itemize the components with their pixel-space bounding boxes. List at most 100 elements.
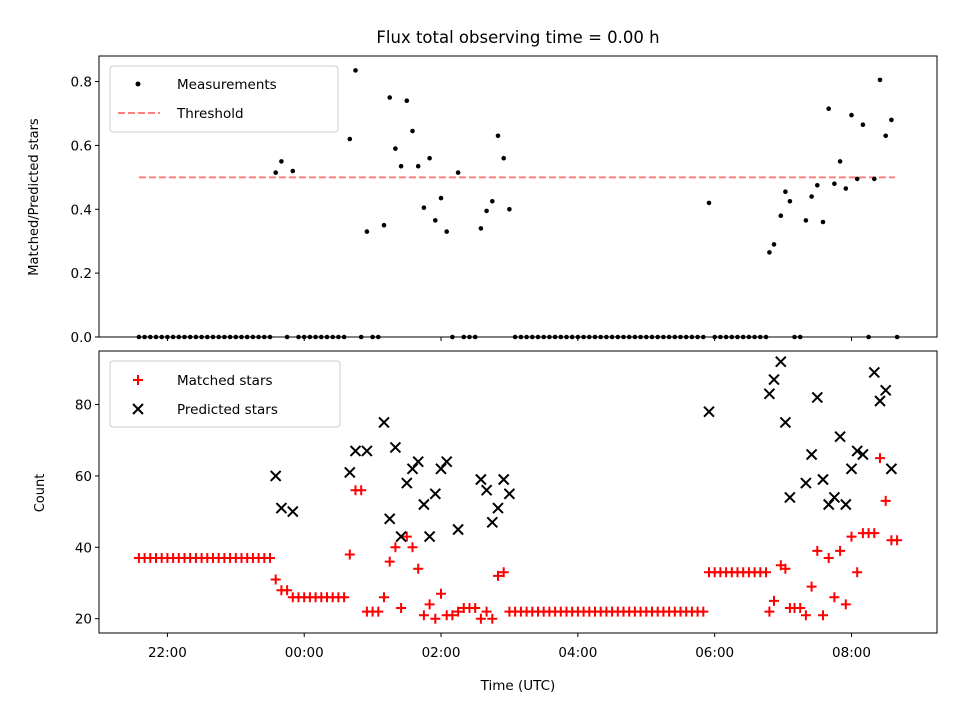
matched-star-marker bbox=[396, 603, 407, 613]
top-y-tick-label: 0.2 bbox=[71, 266, 92, 282]
matched-star-marker bbox=[430, 613, 441, 624]
bottom-y-tick-label: 40 bbox=[75, 540, 92, 556]
top-y-tick-label: 0.0 bbox=[71, 330, 92, 346]
predicted-star-marker bbox=[703, 405, 715, 418]
measurement-point bbox=[809, 194, 814, 199]
x-tick-label: 04:00 bbox=[558, 645, 597, 661]
predicted-star-marker bbox=[840, 498, 852, 511]
bottom-y-tick-label: 60 bbox=[75, 469, 92, 485]
matched-star-marker bbox=[493, 570, 503, 581]
measurement-point bbox=[803, 218, 809, 223]
matched-star-marker bbox=[780, 563, 791, 574]
measurement-point bbox=[767, 250, 772, 255]
matched-star-marker bbox=[892, 535, 903, 546]
predicted-star-marker bbox=[503, 488, 516, 500]
measurement-point bbox=[404, 98, 410, 103]
x-tick-label: 06:00 bbox=[695, 645, 734, 661]
predicted-star-marker bbox=[763, 388, 776, 400]
predicted-star-marker bbox=[269, 470, 282, 482]
matched-star-marker bbox=[818, 610, 828, 621]
top-y-axis-label: Matched/Predicted stars bbox=[27, 118, 42, 276]
predicted-star-marker bbox=[768, 373, 780, 386]
bottom-y-axis-label: Count bbox=[33, 474, 48, 513]
predicted-star-marker bbox=[418, 498, 430, 511]
matched-star-marker bbox=[390, 542, 401, 553]
legend-matched-label: Matched stars bbox=[177, 373, 273, 389]
predicted-star-marker bbox=[486, 516, 499, 529]
measurement-point bbox=[877, 77, 883, 83]
measurement-point bbox=[427, 155, 432, 161]
predicted-star-marker bbox=[492, 502, 504, 514]
measurement-point bbox=[410, 128, 415, 134]
predicted-star-marker bbox=[452, 523, 464, 536]
predicted-star-marker bbox=[401, 477, 413, 489]
measurement-point bbox=[849, 112, 854, 118]
predicted-star-marker bbox=[389, 441, 402, 454]
predicted-star-marker bbox=[429, 488, 442, 500]
matched-star-marker bbox=[424, 599, 435, 610]
matched-star-marker bbox=[835, 545, 846, 556]
matched-star-marker bbox=[453, 606, 464, 617]
predicted-star-marker bbox=[851, 445, 863, 457]
matched-star-marker bbox=[344, 549, 355, 560]
bottom-panel: Count 20 40 60 80 22:00 00:00 02:00 04:00 06:00… bbox=[33, 350, 938, 694]
measurement-point bbox=[501, 155, 507, 161]
bottom-y-tick-label: 20 bbox=[75, 612, 92, 628]
matched-star-marker bbox=[447, 610, 458, 621]
bottom-legend-frame bbox=[109, 360, 341, 428]
matched-star-marker bbox=[846, 531, 857, 542]
matched-star-marker bbox=[806, 581, 817, 592]
measurement-point bbox=[455, 170, 461, 175]
measurement-point bbox=[478, 226, 484, 231]
matched-star-marker bbox=[413, 563, 424, 574]
matched-star-marker bbox=[384, 556, 395, 567]
matched-star-marker bbox=[401, 531, 412, 542]
matched-star-marker bbox=[356, 485, 367, 496]
matched-star-marker bbox=[265, 553, 275, 563]
measurement-point bbox=[364, 229, 370, 234]
predicted-star-marker bbox=[361, 445, 373, 457]
predicted-star-marker bbox=[834, 430, 846, 443]
legend-matched-marker bbox=[133, 375, 143, 385]
measurement-point bbox=[832, 181, 837, 186]
measurement-point bbox=[444, 229, 450, 234]
bottom-plot-area bbox=[133, 355, 903, 624]
legend-measurements-label: Measurements bbox=[177, 77, 277, 93]
measurement-point bbox=[433, 218, 438, 223]
matched-star-marker bbox=[379, 592, 389, 603]
predicted-star-marker bbox=[480, 484, 493, 496]
matched-star-marker bbox=[270, 574, 281, 585]
matched-star-marker bbox=[761, 567, 771, 578]
measurement-point bbox=[778, 213, 784, 218]
predicted-star-marker bbox=[874, 395, 886, 407]
predicted-star-marker bbox=[344, 466, 356, 479]
top-y-tick-label: 0.8 bbox=[71, 75, 92, 91]
matched-star-marker bbox=[418, 610, 429, 621]
top-plot-area bbox=[136, 68, 900, 340]
measurement-point bbox=[820, 219, 826, 225]
measurement-point bbox=[872, 176, 877, 182]
matched-star-marker bbox=[407, 542, 418, 553]
measurement-point bbox=[484, 208, 489, 214]
predicted-star-marker bbox=[800, 477, 812, 489]
matched-star-marker bbox=[875, 453, 885, 464]
top-legend: Measurements Threshold bbox=[109, 65, 339, 133]
measurement-point bbox=[353, 68, 358, 73]
measurement-point bbox=[826, 106, 831, 111]
legend-threshold-label: Threshold bbox=[176, 106, 244, 122]
bottom-y-ticks: 20 40 60 80 bbox=[75, 398, 99, 628]
measurement-point bbox=[290, 168, 296, 174]
legend-predicted-label: Predicted stars bbox=[177, 402, 278, 418]
predicted-star-marker bbox=[845, 463, 858, 475]
bottom-x-ticks: 22:00 00:00 02:00 04:00 06:00 08:00 bbox=[148, 633, 871, 661]
measurement-point bbox=[815, 183, 820, 188]
measurement-point bbox=[706, 200, 712, 206]
measurement-point bbox=[860, 122, 866, 127]
predicted-star-marker bbox=[805, 448, 818, 461]
matched-star-marker bbox=[764, 606, 775, 617]
measurement-point bbox=[889, 117, 894, 123]
measurement-point bbox=[393, 146, 398, 151]
measurement-point bbox=[438, 195, 444, 201]
predicted-star-marker bbox=[811, 391, 824, 404]
measurement-point bbox=[347, 136, 353, 142]
